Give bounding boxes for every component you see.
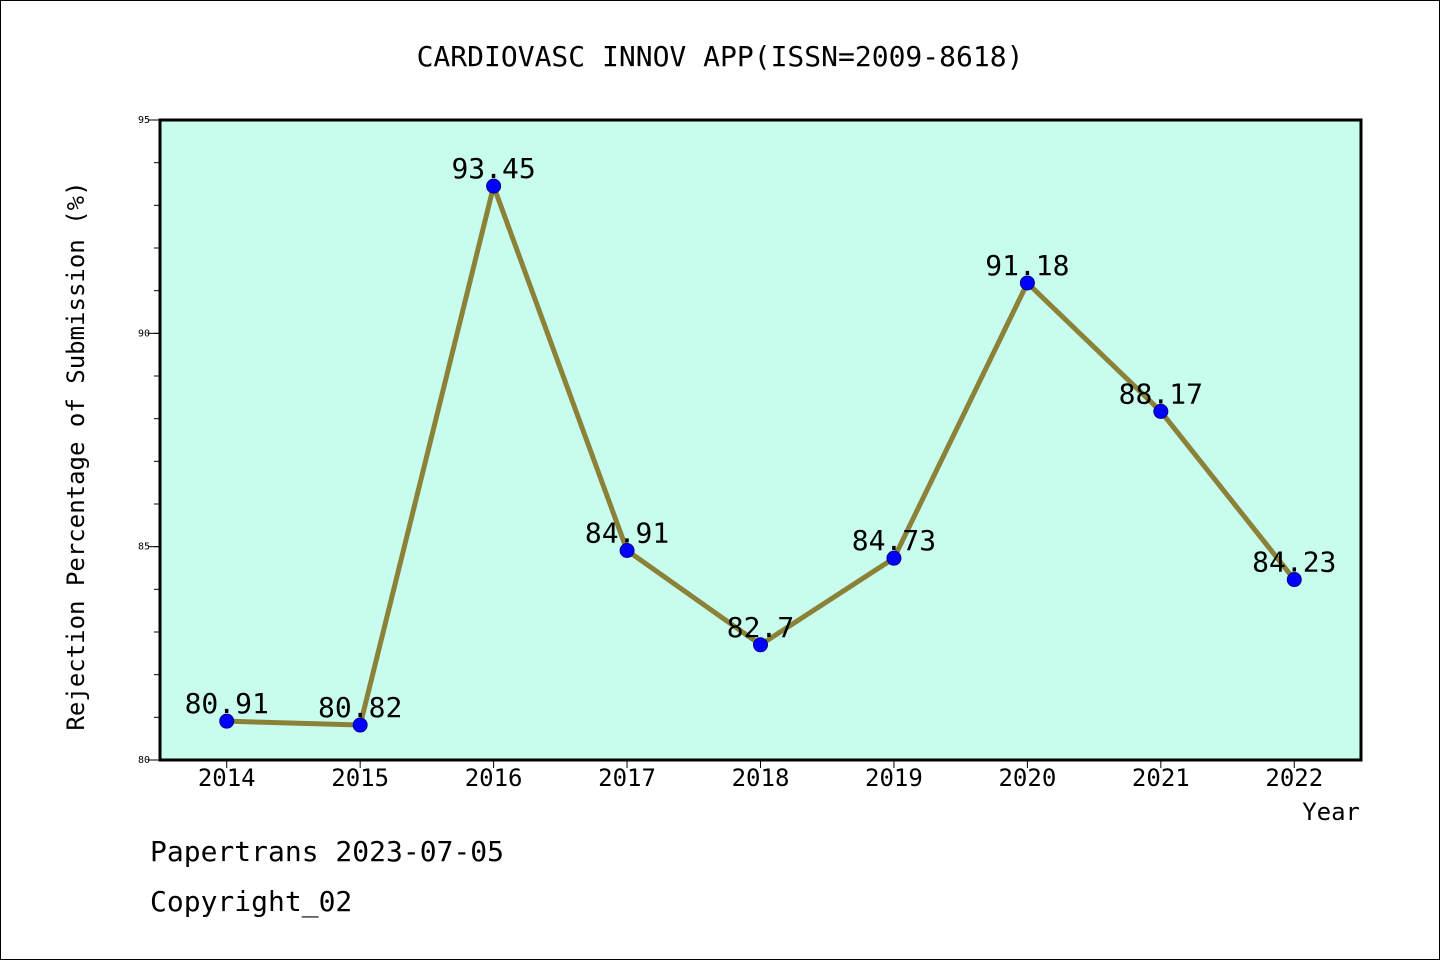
- data-label: 88.17: [1119, 377, 1203, 410]
- data-label: 91.18: [985, 249, 1069, 282]
- data-label: 84.91: [585, 517, 669, 550]
- data-label: 80.91: [185, 687, 269, 720]
- x-tick-label: 2014: [198, 764, 256, 792]
- x-tick-label: 2015: [331, 764, 389, 792]
- data-point: [1286, 572, 1302, 588]
- data-label: 80.82: [318, 691, 402, 724]
- chart-title: CARDIOVASC INNOV APP(ISSN=2009-8618): [417, 40, 1024, 73]
- data-label: 84.23: [1252, 546, 1336, 579]
- y-tick-label: 85: [138, 542, 150, 553]
- y-tick-label: 90: [138, 328, 150, 339]
- footer-date: Papertrans 2023-07-05: [150, 835, 505, 868]
- data-label: 82.7: [727, 611, 794, 644]
- data-point: [352, 717, 368, 733]
- data-point: [219, 713, 235, 729]
- data-point: [486, 178, 502, 194]
- data-point: [1019, 275, 1035, 291]
- x-tick-label: 2018: [732, 764, 790, 792]
- x-tick-label: 2016: [465, 764, 523, 792]
- x-tick-label: 2022: [1265, 764, 1323, 792]
- data-point: [1153, 403, 1169, 419]
- x-tick-label: 2021: [1132, 764, 1190, 792]
- y-tick-label: 95: [138, 115, 150, 126]
- data-point: [886, 550, 902, 566]
- data-point: [619, 543, 635, 559]
- y-axis-label: Rejection Percentage of Submission (%): [62, 181, 90, 730]
- x-axis-label: Year: [1302, 798, 1360, 826]
- data-label: 93.45: [451, 152, 535, 185]
- plot-area: 80 85 90 95 2014 2015 2016 2017 2018 2019 2020 2021…: [138, 115, 1363, 792]
- plot-border: [158, 118, 1363, 762]
- x-tick-label: 2020: [998, 764, 1056, 792]
- x-tick-label: 2019: [865, 764, 923, 792]
- plot-background: [160, 120, 1361, 760]
- data-label: 84.73: [852, 524, 936, 557]
- x-tick-label: 2017: [598, 764, 656, 792]
- footer-copyright: Copyright_02: [150, 885, 353, 918]
- data-point: [753, 637, 768, 653]
- y-tick-label: 80: [138, 755, 150, 766]
